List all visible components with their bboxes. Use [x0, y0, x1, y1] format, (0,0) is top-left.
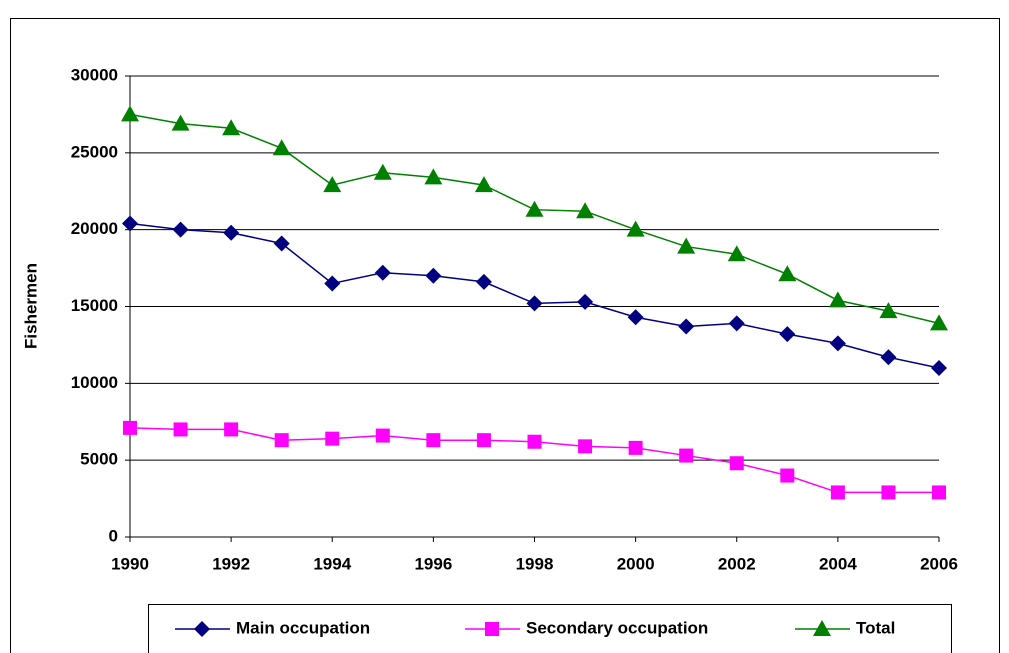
- y-tick-label: 15000: [71, 296, 118, 315]
- marker: [274, 433, 289, 448]
- marker: [828, 291, 847, 308]
- marker: [678, 318, 695, 335]
- marker: [881, 485, 896, 500]
- marker: [485, 622, 499, 636]
- legend: Main occupation Secondary occupation Total: [148, 604, 952, 653]
- marker: [729, 456, 744, 471]
- y-tick-label: 30000: [71, 65, 118, 84]
- x-tick-label: 2004: [819, 554, 857, 573]
- marker: [171, 114, 190, 131]
- marker: [272, 139, 291, 156]
- x-tick-label: 1994: [313, 554, 351, 573]
- x-tick-label: 2002: [718, 554, 756, 573]
- marker: [194, 621, 210, 637]
- marker: [375, 428, 390, 443]
- marker: [426, 433, 441, 448]
- marker: [830, 485, 845, 500]
- marker: [172, 221, 189, 238]
- marker: [325, 431, 340, 446]
- marker: [728, 315, 745, 332]
- marker: [779, 326, 796, 343]
- y-tick-label: 0: [109, 526, 118, 545]
- legend-label: Secondary occupation: [526, 618, 708, 637]
- marker: [780, 468, 795, 483]
- marker: [727, 245, 746, 262]
- marker: [778, 265, 797, 282]
- marker: [424, 168, 443, 185]
- marker: [932, 485, 946, 500]
- marker: [576, 202, 595, 219]
- x-tick-label: 1990: [111, 554, 149, 573]
- marker: [323, 176, 342, 193]
- x-tick-label: 1992: [212, 554, 250, 573]
- marker: [577, 293, 594, 310]
- marker: [475, 273, 492, 290]
- marker: [813, 620, 831, 636]
- marker: [880, 349, 897, 366]
- y-tick-label: 20000: [71, 219, 118, 238]
- marker: [224, 422, 239, 437]
- marker: [879, 302, 898, 319]
- marker: [373, 163, 392, 180]
- x-tick-label: 1998: [516, 554, 554, 573]
- marker: [374, 264, 391, 281]
- marker: [222, 119, 241, 136]
- marker: [324, 275, 341, 292]
- marker: [628, 440, 643, 455]
- x-tick-label: 2006: [920, 554, 958, 573]
- marker: [930, 314, 948, 331]
- marker: [476, 433, 491, 448]
- marker: [223, 224, 240, 241]
- marker: [173, 422, 188, 437]
- y-tick-label: 10000: [71, 373, 118, 392]
- marker: [527, 434, 542, 449]
- marker: [123, 420, 137, 435]
- x-tick-label: 2000: [617, 554, 655, 573]
- marker: [931, 359, 947, 376]
- marker: [121, 105, 139, 122]
- marker: [578, 439, 593, 454]
- marker: [526, 295, 543, 312]
- marker: [679, 448, 694, 463]
- marker: [425, 267, 442, 284]
- marker: [627, 309, 644, 326]
- marker: [122, 215, 138, 232]
- legend-label: Main occupation: [236, 618, 370, 637]
- marker: [273, 235, 290, 252]
- marker: [525, 200, 544, 217]
- y-tick-label: 5000: [80, 450, 118, 469]
- marker: [677, 237, 696, 254]
- y-axis-label: Fishermen: [21, 263, 40, 349]
- marker: [474, 176, 493, 193]
- marker: [829, 335, 846, 352]
- x-tick-label: 1996: [414, 554, 452, 573]
- legend-label: Total: [856, 618, 895, 637]
- y-tick-label: 25000: [71, 142, 118, 161]
- marker: [626, 220, 645, 237]
